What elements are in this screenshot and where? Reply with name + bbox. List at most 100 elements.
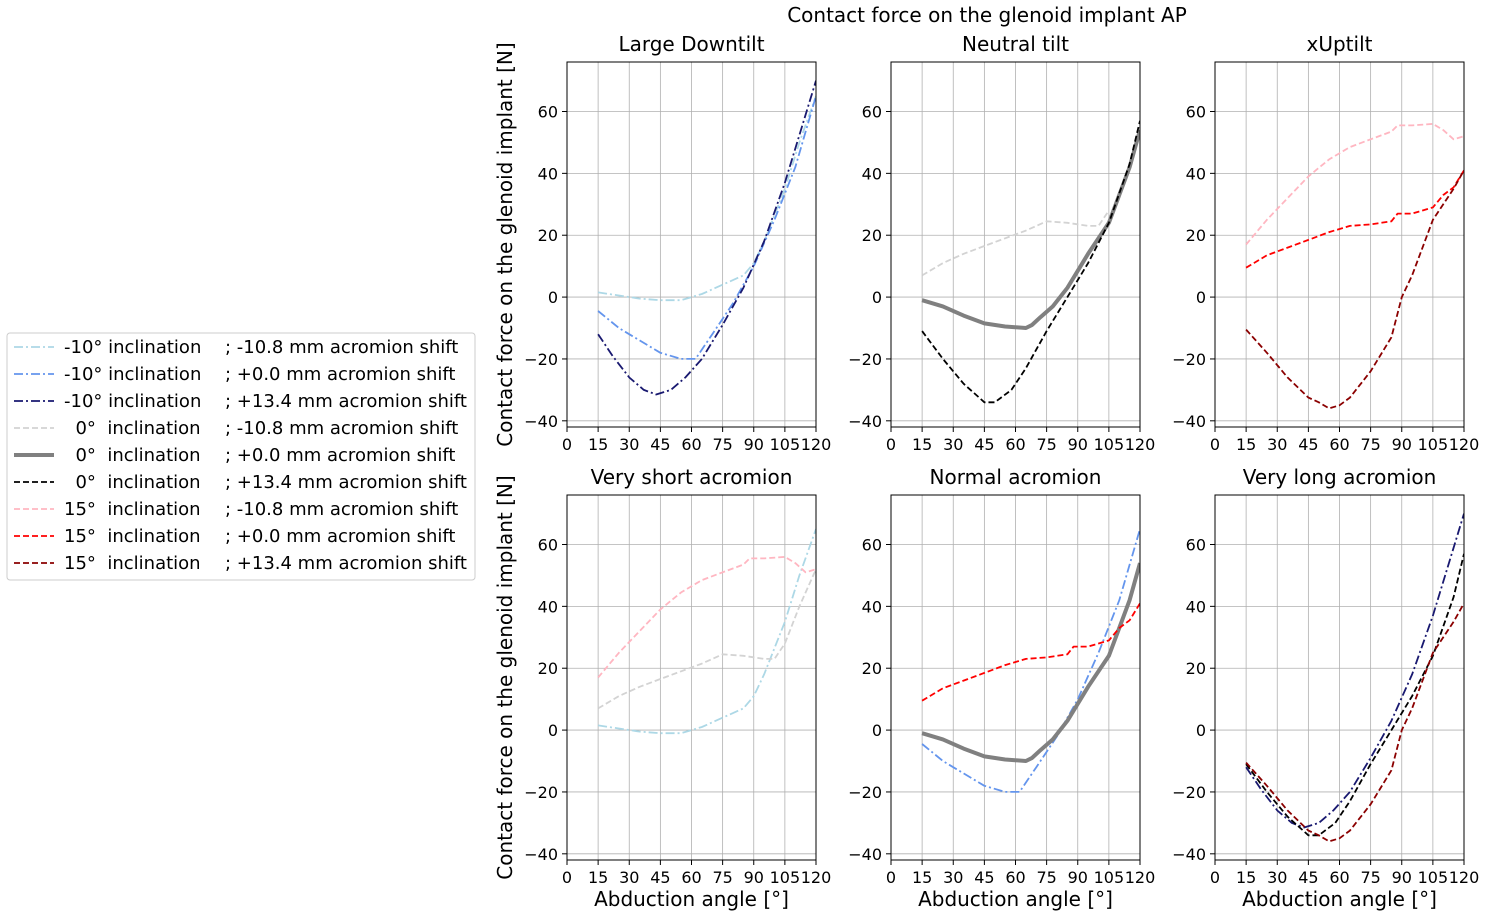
series-line	[921, 562, 1140, 763]
subplot-title: Neutral tilt	[962, 32, 1069, 56]
x-tick-label: 30	[619, 868, 639, 887]
x-tick-label: 45	[1298, 435, 1318, 454]
x-tick-label: 75	[712, 868, 732, 887]
x-tick-label: 75	[1360, 868, 1380, 887]
y-tick-label: 0	[872, 721, 882, 740]
series-line	[1245, 169, 1464, 269]
y-tick-label: 20	[862, 659, 882, 678]
legend-entry-shift: ; -10.8 mm acromion shift	[225, 499, 458, 520]
y-tick-label: 40	[1186, 164, 1206, 183]
x-tick-label: 105	[1418, 868, 1449, 887]
x-tick-label: 15	[1236, 435, 1256, 454]
y-tick-label: −20	[1172, 783, 1206, 802]
x-tick-label: 105	[770, 868, 801, 887]
legend-entry-shift: ; -10.8 mm acromion shift	[225, 418, 458, 439]
legend-entry-shift: ; +13.4 mm acromion shift	[225, 472, 467, 493]
subplot-title: xUptilt	[1307, 32, 1373, 56]
subplot-panel: 0 15 30 45 60 75 90 105 120 −40 −20 0 20 40 60 Very lon…	[1172, 465, 1479, 911]
x-tick-label: 75	[1360, 435, 1380, 454]
figure-title: Contact force on the glenoid implant AP	[787, 3, 1187, 27]
x-tick-label: 120	[1449, 435, 1480, 454]
subplot-panel: 0 15 30 45 60 75 90 105 120 −40 −20 0 20 40 60 Normal a…	[848, 465, 1155, 911]
y-tick-label: 60	[538, 535, 558, 554]
x-tick-label: 30	[619, 435, 639, 454]
x-tick-label: 15	[588, 435, 608, 454]
x-tick-label: 0	[886, 435, 896, 454]
y-tick-label: −20	[848, 783, 882, 802]
subplot-title: Very short acromion	[591, 465, 793, 489]
series-line	[921, 129, 1140, 330]
x-tick-label: 120	[801, 435, 832, 454]
y-tick-label: 60	[1186, 535, 1206, 554]
y-tick-label: 40	[538, 164, 558, 183]
x-tick-label: 15	[588, 868, 608, 887]
y-tick-label: −20	[848, 350, 882, 369]
x-tick-label: 105	[1094, 435, 1125, 454]
legend-entry-inclination: 15° inclination	[64, 526, 201, 547]
x-tick-label: 120	[1449, 868, 1480, 887]
y-axis-label: Contact force on the glenoid implant [N]	[493, 475, 517, 879]
legend-frame	[6, 332, 476, 581]
series-line	[597, 568, 816, 710]
subplot-title: Large Downtilt	[618, 32, 764, 56]
y-tick-label: 0	[548, 721, 558, 740]
x-tick-label: 30	[943, 435, 963, 454]
legend-entry-inclination: 0° inclination	[64, 445, 201, 466]
y-tick-label: 20	[1186, 226, 1206, 245]
subplot-panel: 0 15 30 45 60 75 90 105 120 −40 −20 0 20 40 60 xUptilt	[1172, 32, 1479, 454]
y-tick-label: 60	[538, 102, 558, 121]
subplot-title: Very long acromion	[1243, 465, 1437, 489]
y-tick-label: 20	[538, 226, 558, 245]
y-tick-label: 0	[872, 288, 882, 307]
x-axis-label: Abduction angle [°]	[1242, 887, 1437, 911]
x-tick-label: 0	[1210, 868, 1220, 887]
x-tick-label: 90	[1068, 435, 1088, 454]
x-tick-label: 45	[974, 435, 994, 454]
x-tick-label: 45	[650, 868, 670, 887]
x-tick-label: 90	[1068, 868, 1088, 887]
x-tick-label: 15	[1236, 868, 1256, 887]
subplot-panel: 0 15 30 45 60 75 90 105 120 −40 −20 0 20 40 60 Very sho…	[493, 465, 831, 911]
x-tick-label: 60	[1329, 868, 1349, 887]
y-tick-label: 0	[548, 288, 558, 307]
x-tick-label: 75	[1036, 435, 1056, 454]
x-tick-label: 0	[1210, 435, 1220, 454]
series-line	[921, 602, 1140, 702]
series-line	[1245, 513, 1464, 829]
x-tick-label: 105	[1418, 435, 1449, 454]
x-tick-label: 60	[681, 435, 701, 454]
subplot-title: Normal acromion	[930, 465, 1102, 489]
legend-entry-inclination: 15° inclination	[64, 553, 201, 574]
subplot-panel: 0 15 30 45 60 75 90 105 120 −40 −20 0 20 40 60 Neutral …	[848, 32, 1155, 454]
legend-entry-shift: ; +13.4 mm acromion shift	[225, 553, 467, 574]
x-tick-label: 15	[912, 868, 932, 887]
y-tick-label: −20	[524, 350, 558, 369]
x-tick-label: 75	[1036, 868, 1056, 887]
y-tick-label: 40	[538, 597, 558, 616]
x-tick-label: 30	[1267, 868, 1287, 887]
series-line	[597, 528, 816, 735]
y-tick-label: 60	[862, 102, 882, 121]
y-tick-label: −40	[1172, 845, 1206, 864]
y-tick-label: 0	[1196, 288, 1206, 307]
x-tick-label: 90	[744, 435, 764, 454]
x-tick-label: 75	[712, 435, 732, 454]
legend-entry-inclination: -10° inclination	[64, 337, 201, 358]
y-tick-label: −20	[1172, 350, 1206, 369]
series-line	[597, 80, 816, 396]
x-tick-label: 90	[1392, 435, 1412, 454]
series-line	[921, 528, 1140, 793]
x-tick-label: 60	[1329, 435, 1349, 454]
y-tick-label: −20	[524, 783, 558, 802]
legend-entry-shift: ; +0.0 mm acromion shift	[225, 445, 456, 466]
y-tick-label: 40	[862, 597, 882, 616]
x-tick-label: 15	[912, 435, 932, 454]
legend-entry-inclination: -10° inclination	[64, 364, 201, 385]
x-tick-label: 30	[943, 868, 963, 887]
legend-entry-inclination: 0° inclination	[64, 472, 201, 493]
x-tick-label: 120	[1125, 868, 1156, 887]
legend-entry-shift: ; +0.0 mm acromion shift	[225, 364, 456, 385]
legend-entry-inclination: 15° inclination	[64, 499, 201, 520]
